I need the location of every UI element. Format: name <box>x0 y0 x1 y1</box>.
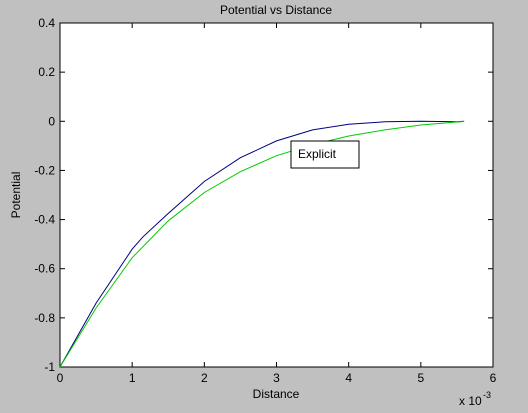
chart-title: Potential vs Distance <box>220 3 332 17</box>
plot-area <box>59 22 494 368</box>
y-axis-label: Potential <box>9 172 23 219</box>
series-line-1 <box>59 120 465 368</box>
annotation-frame <box>290 140 360 169</box>
x-tick-label: 4 <box>345 371 352 385</box>
axis-ticks: 0 1 2 3 4 5 6 -1 -0.8 -0.6 -0.4 -0.2 0 0.2 0.4 <box>34 16 496 385</box>
x-tick-label: 5 <box>417 371 424 385</box>
series-layer <box>59 120 465 368</box>
annotation-label: Explicit <box>298 147 337 161</box>
y-tick-label: 0.4 <box>38 16 55 30</box>
y-tick-label: -1 <box>44 360 55 374</box>
y-tick-label: 0.2 <box>38 65 55 79</box>
y-tick-label: 0 <box>48 114 55 128</box>
x-axis-label: Distance <box>253 387 300 401</box>
y-tick-label: -0.8 <box>34 311 55 325</box>
x-tick-label: 0 <box>57 371 64 385</box>
y-tick-label: -0.6 <box>34 262 55 276</box>
x-tick-label: 1 <box>129 371 136 385</box>
x-tick-label: 3 <box>273 371 280 385</box>
x-exponent-label: x 10 <box>459 394 482 408</box>
x-exponent-power: -3 <box>483 390 491 400</box>
y-tick-label: -0.2 <box>34 163 55 177</box>
series-line-2 <box>59 121 465 368</box>
y-tick-label: -0.4 <box>34 213 55 227</box>
annotation-box: Explicit <box>290 140 360 169</box>
x-tick-label: 2 <box>201 371 208 385</box>
x-tick-label: 6 <box>490 371 497 385</box>
